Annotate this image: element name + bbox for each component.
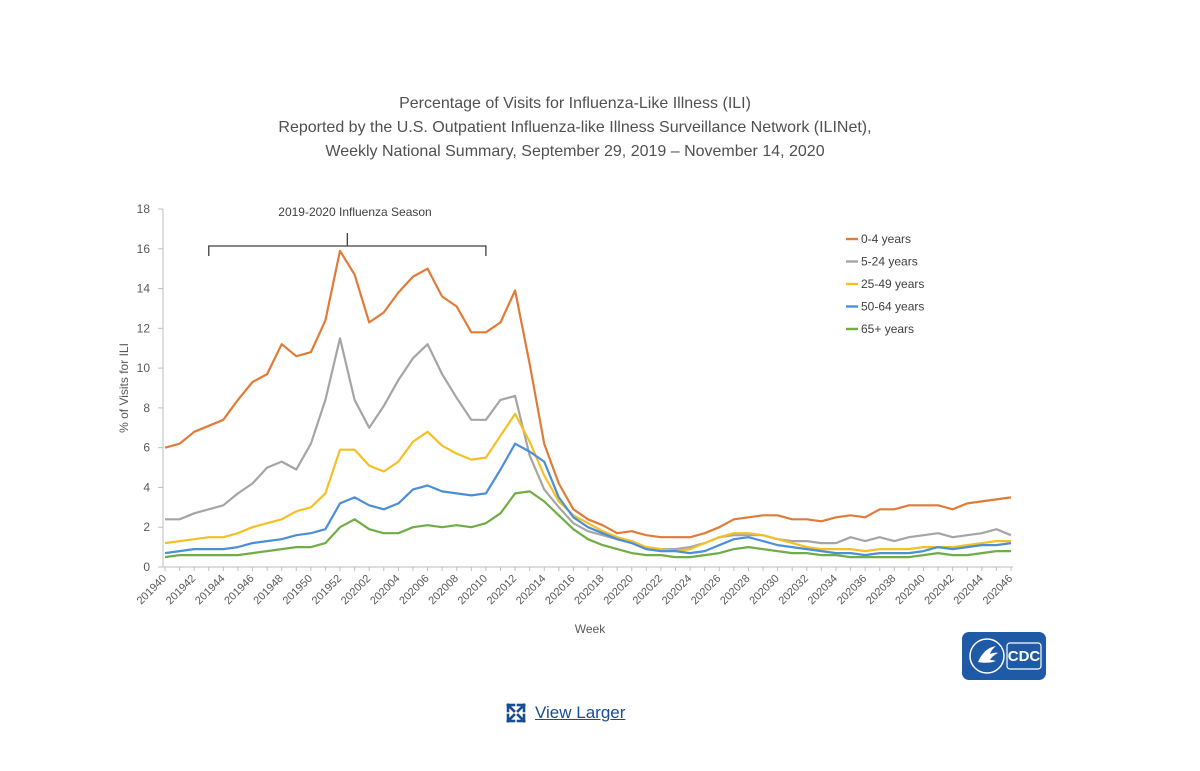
x-axis-label: Week: [575, 622, 606, 636]
y-tick-label: 6: [143, 441, 150, 455]
y-tick-label: 12: [137, 321, 151, 335]
x-axis-ticks: 2019402019422019442019462019482019502019…: [135, 567, 1015, 607]
legend-label: 25-49 years: [861, 277, 924, 291]
hhs-eagle-shape: [978, 646, 998, 663]
cdc-logo[interactable]: CDC: [962, 632, 1046, 680]
x-tick-label: 202026: [689, 573, 723, 607]
legend-label: 50-64 years: [861, 300, 924, 314]
x-tick-label: 202044: [952, 573, 986, 607]
season-annotation: 2019-2020 Influenza Season: [208, 205, 487, 256]
y-tick-label: 10: [137, 361, 151, 375]
x-tick-label: 202002: [339, 573, 373, 607]
series-lines: [164, 249, 1012, 559]
x-tick-label: 201946: [222, 573, 256, 607]
y-tick-label: 8: [143, 401, 150, 415]
x-tick-label: 201944: [193, 573, 227, 607]
series-line-65-years: [164, 490, 1011, 559]
x-tick-label: 202022: [631, 573, 665, 607]
legend-label: 0-4 years: [861, 232, 911, 246]
x-tick-label: 202010: [456, 573, 490, 607]
chart-title-line-2: Reported by the U.S. Outpatient Influenz…: [278, 119, 871, 136]
y-tick-label: 0: [143, 560, 150, 574]
x-tick-label: 202034: [806, 573, 840, 607]
x-tick-label: 202042: [922, 573, 956, 607]
x-tick-label: 202018: [572, 573, 606, 607]
hhs-eagle-icon: [969, 638, 1005, 674]
x-tick-label: 202006: [397, 573, 431, 607]
x-tick-label: 202008: [426, 573, 460, 607]
series-line-50-64-years: [164, 442, 1012, 557]
cdc-logo-box: [1006, 642, 1042, 670]
legend: 0-4 years 5-24 years 25-49 years 50-64 year…: [846, 232, 924, 336]
series-line-0-4-years: [164, 249, 1012, 539]
x-tick-label: 202032: [777, 573, 811, 607]
series-line-25-49-years: [164, 412, 1011, 553]
series-line-5-24-years: [165, 337, 1012, 551]
y-tick-label: 18: [137, 202, 151, 216]
x-tick-label: 201940: [135, 573, 169, 607]
y-axis-ticks: 0 2 4 6 8 10 12 14 16 18: [137, 202, 163, 574]
chart-title-line-1: Percentage of Visits for Influenza-Like …: [399, 95, 751, 112]
x-tick-label: 201952: [310, 573, 344, 607]
ili-chart: Percentage of Visits for Influenza-Like …: [117, 95, 1046, 680]
cdc-logo-text: CDC: [1008, 648, 1041, 665]
y-tick-label: 2: [143, 520, 150, 534]
y-tick-label: 4: [143, 480, 150, 494]
x-tick-label: 202040: [893, 573, 927, 607]
chart-title-line-3: Weekly National Summary, September 29, 2…: [325, 143, 824, 160]
x-tick-label: 202012: [485, 573, 519, 607]
season-bracket: [208, 245, 487, 256]
x-tick-label: 202046: [981, 573, 1015, 607]
chart-title: Percentage of Visits for Influenza-Like …: [278, 95, 871, 160]
y-tick-label: 14: [137, 282, 151, 296]
y-axis-label: % of Visits for ILI: [117, 343, 131, 433]
x-tick-label: 201950: [281, 573, 315, 607]
legend-label: 65+ years: [861, 322, 914, 336]
x-tick-label: 201948: [251, 573, 285, 607]
view-larger-label: View Larger: [535, 703, 626, 722]
x-tick-label: 202020: [601, 573, 635, 607]
x-tick-label: 202028: [718, 573, 752, 607]
x-tick-label: 202004: [368, 573, 402, 607]
x-tick-label: 202036: [835, 573, 869, 607]
x-tick-label: 202038: [864, 573, 898, 607]
x-tick-label: 202014: [514, 573, 548, 607]
x-tick-label: 202024: [660, 573, 694, 607]
x-tick-label: 201942: [164, 573, 198, 607]
view-larger-link[interactable]: View Larger: [505, 702, 625, 724]
x-tick-label: 202030: [747, 573, 781, 607]
legend-label: 5-24 years: [861, 255, 918, 269]
y-tick-label: 16: [137, 242, 151, 256]
season-annotation-label: 2019-2020 Influenza Season: [278, 205, 431, 219]
x-tick-label: 202016: [543, 573, 577, 607]
expand-icon: [506, 703, 526, 723]
